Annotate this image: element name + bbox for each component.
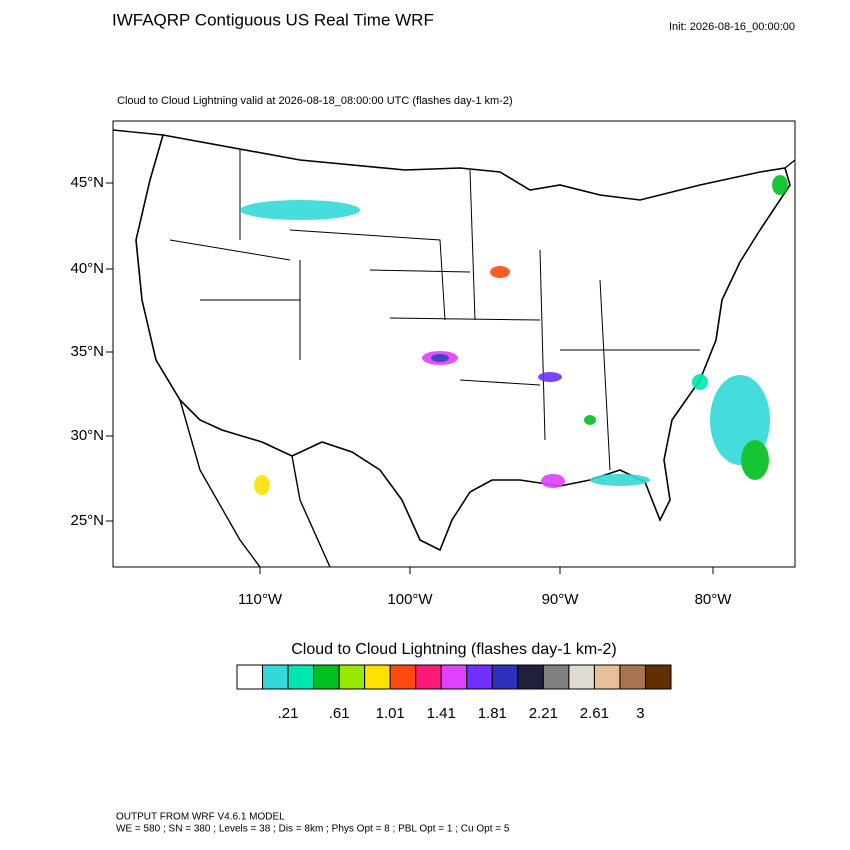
colorbar-box — [619, 664, 646, 690]
colorbar-box — [517, 664, 544, 690]
lon-label: 110°W — [238, 591, 283, 608]
footer-line: OUTPUT FROM WRF V4.6.1 MODEL — [116, 812, 285, 823]
colorbar-box — [593, 664, 621, 690]
lat-label: 45°N — [70, 174, 104, 191]
colorbar-label: 2.61 — [580, 705, 609, 722]
colorbar-box — [313, 664, 340, 690]
colorbar-title: Cloud to Cloud Lightning (flashes day-1 … — [291, 641, 617, 658]
colorbar-box — [568, 664, 595, 690]
colorbar-label: 2.21 — [529, 705, 558, 722]
init-time: Init: 2026-08-16_00:00:00 — [669, 21, 795, 33]
lightning-areas — [240, 175, 788, 495]
colorbar: .21 .61 1.01 1.41 1.81 2.21 2.61 3 — [236, 664, 672, 722]
lat-labels: 45°N 40°N 35°N 30°N 25°N — [70, 174, 113, 529]
colorbar-label: .21 — [278, 705, 299, 722]
colorbar-box — [466, 664, 493, 690]
colorbar-label: 1.41 — [427, 705, 456, 722]
lon-label: 90°W — [542, 591, 580, 608]
lon-label: 80°W — [695, 591, 733, 608]
colorbar-label: 1.81 — [478, 705, 507, 722]
colorbar-box — [262, 664, 289, 690]
state-lines — [169, 150, 700, 471]
colorbar-box — [287, 664, 315, 690]
colorbar-box — [542, 664, 570, 690]
map-frame — [112, 120, 796, 568]
title: IWFAQRP Contiguous US Real Time WRF — [112, 10, 434, 29]
colorbar-box — [644, 664, 672, 690]
map: 45°N 40°N 35°N 30°N 25°N 110°W 100°W 90°W 80°W — [70, 120, 796, 608]
colorbar-box — [389, 664, 417, 690]
lat-label: 40°N — [70, 260, 104, 277]
colorbar-box — [491, 664, 519, 690]
lon-labels: 110°W 100°W 90°W 80°W — [238, 567, 732, 608]
map-subtitle: Cloud to Cloud Lightning valid at 2026-0… — [117, 95, 513, 107]
borders — [113, 129, 795, 567]
colorbar-box — [338, 664, 366, 690]
colorbar-box — [364, 664, 391, 690]
colorbar-label: 1.01 — [376, 705, 405, 722]
footer-line: WE = 580 ; SN = 380 ; Levels = 38 ; Dis … — [116, 824, 510, 835]
colorbar-box — [440, 664, 468, 690]
colorbar-label: .61 — [329, 705, 350, 722]
lat-label: 30°N — [70, 427, 104, 444]
colorbar-box — [415, 664, 442, 690]
lat-label: 25°N — [70, 512, 104, 529]
lon-label: 100°W — [387, 591, 433, 608]
colorbar-box — [236, 664, 264, 690]
colorbar-label: 3 — [636, 705, 644, 722]
lat-label: 35°N — [70, 343, 104, 360]
